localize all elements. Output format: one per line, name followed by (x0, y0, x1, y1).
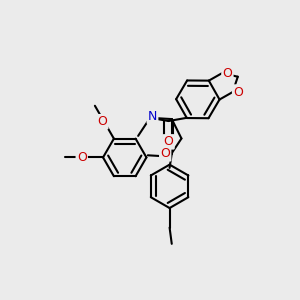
Text: O: O (164, 135, 173, 148)
Text: O: O (160, 147, 170, 160)
Text: O: O (223, 67, 232, 80)
Text: O: O (98, 115, 107, 128)
Text: O: O (77, 151, 87, 164)
Text: O: O (233, 85, 243, 98)
Text: N: N (148, 110, 157, 123)
